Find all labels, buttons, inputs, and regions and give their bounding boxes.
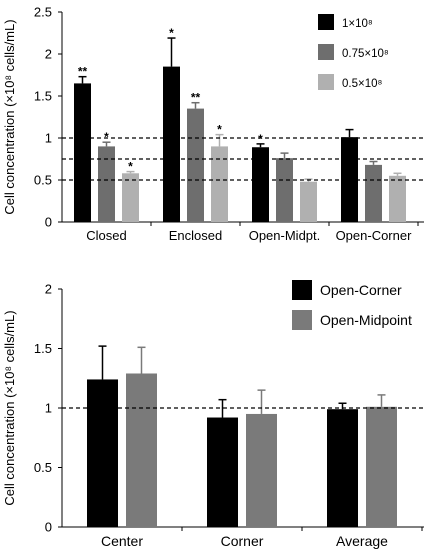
legend-swatch bbox=[318, 44, 334, 60]
significance-label: ** bbox=[78, 65, 88, 79]
x-tick-label: Enclosed bbox=[169, 228, 222, 243]
legend: Open-Corner Open-Midpoint bbox=[292, 280, 412, 330]
y-tick-label: 0 bbox=[45, 215, 52, 230]
y-axis-label: Cell concentration (×10⁸ cells/mL) bbox=[2, 310, 17, 505]
chart-panel-1: 0 0.5 1 1.5 2 2.5 Cell concentration (×10⁸ cel… bbox=[2, 5, 424, 243]
y-tick-label: 1.5 bbox=[34, 89, 52, 104]
bar bbox=[207, 417, 238, 527]
significance-label: * bbox=[169, 26, 174, 40]
legend-swatch bbox=[318, 14, 334, 30]
chart-panel-2: 0 0.5 1 1.5 2 Cell concentration (×10⁸ cells/… bbox=[2, 280, 424, 549]
bar bbox=[365, 164, 382, 222]
bar bbox=[211, 146, 228, 222]
significance-label: * bbox=[104, 130, 109, 144]
significance-label: * bbox=[258, 132, 263, 146]
y-axis-label: Cell concentration (×10⁸ cells/mL) bbox=[2, 19, 17, 214]
y-tick-label: 2 bbox=[45, 47, 52, 62]
x-tick-label: Open-Corner bbox=[336, 228, 413, 243]
bar bbox=[246, 413, 277, 527]
legend-swatch bbox=[318, 74, 334, 90]
bar bbox=[87, 379, 118, 527]
legend-label: Open-Midpoint bbox=[320, 312, 412, 328]
x-tick-label: Corner bbox=[221, 533, 264, 549]
bar bbox=[389, 175, 406, 222]
y-tick-label: 2 bbox=[45, 282, 52, 297]
x-tick-label: Closed bbox=[86, 228, 126, 243]
bar bbox=[163, 66, 180, 222]
bar bbox=[252, 147, 269, 222]
legend-label: Open-Corner bbox=[320, 282, 402, 298]
bar bbox=[74, 83, 91, 223]
bar bbox=[122, 173, 139, 222]
x-tick-label: Open-Midpt. bbox=[249, 228, 321, 243]
y-tick-label: 1.5 bbox=[34, 341, 52, 356]
significance-label: * bbox=[217, 123, 222, 137]
y-tick-label: 0.5 bbox=[34, 173, 52, 188]
legend-label: 1×10⁸ bbox=[342, 18, 373, 30]
bar bbox=[300, 181, 317, 222]
legend-label: 0.5×10⁸ bbox=[342, 78, 382, 90]
y-tick-label: 1 bbox=[45, 131, 52, 146]
y-tick-label: 0 bbox=[45, 520, 52, 535]
x-tick-label: Center bbox=[101, 533, 143, 549]
legend-swatch bbox=[292, 280, 312, 300]
y-tick-label: 2.5 bbox=[34, 5, 52, 20]
y-tick-label: 0.5 bbox=[34, 460, 52, 475]
y-tick-label: 1 bbox=[45, 401, 52, 416]
significance-label: ** bbox=[191, 91, 201, 105]
bar bbox=[276, 158, 293, 222]
bar bbox=[187, 108, 204, 222]
x-tick-label: Average bbox=[336, 533, 388, 549]
bar bbox=[98, 146, 115, 222]
bar bbox=[126, 373, 157, 527]
bar bbox=[366, 406, 397, 527]
significance-label: * bbox=[128, 160, 133, 174]
legend: 1×10⁸ 0.75×10⁸ 0.5×10⁸ bbox=[318, 14, 389, 90]
legend-label: 0.75×10⁸ bbox=[342, 48, 389, 60]
bar bbox=[327, 409, 358, 527]
legend-swatch bbox=[292, 310, 312, 330]
